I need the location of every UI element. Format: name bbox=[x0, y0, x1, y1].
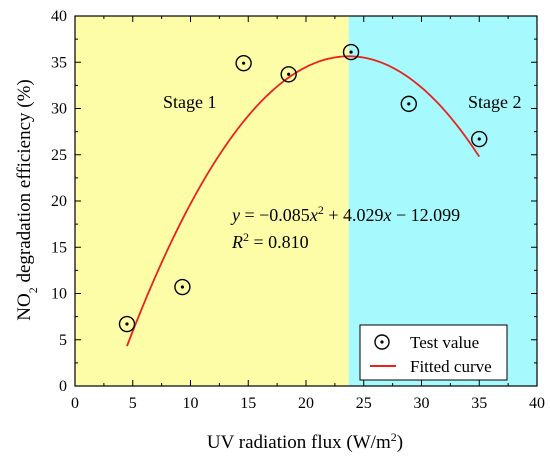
x-tick-label: 5 bbox=[129, 395, 137, 412]
fitted-curve-layer bbox=[126, 55, 481, 347]
x-tick-label: 20 bbox=[298, 395, 314, 412]
test-value-point bbox=[280, 66, 297, 83]
stage-region-1 bbox=[75, 16, 349, 386]
y-tick-label: 30 bbox=[51, 101, 67, 118]
legend-marker-test-value bbox=[374, 334, 390, 350]
test-value-point bbox=[342, 43, 360, 61]
test-value-point-center bbox=[349, 50, 353, 54]
x-tick-label: 10 bbox=[183, 395, 199, 412]
fit-equation: y = −0.085x2 + 4.029x − 12.099 bbox=[230, 203, 460, 225]
y-axis-title: NO2 degradation efficiency (%) bbox=[14, 79, 40, 320]
r-squared: R2 = 0.810 bbox=[231, 230, 309, 252]
x-tick-label: 25 bbox=[356, 395, 372, 412]
y-tick-label: 20 bbox=[51, 193, 67, 210]
y-tick-label: 10 bbox=[51, 286, 67, 303]
test-value-points bbox=[118, 43, 488, 333]
y-tick-label: 25 bbox=[51, 147, 67, 164]
legend-label-test-value: Test value bbox=[410, 333, 479, 352]
stage-region-2 bbox=[348, 16, 537, 386]
legend-box bbox=[359, 324, 508, 381]
legend-label-fitted-curve: Fitted curve bbox=[410, 357, 492, 376]
test-value-point-center bbox=[242, 61, 246, 65]
test-value-point-center bbox=[180, 285, 185, 289]
x-tick-label: 15 bbox=[240, 395, 256, 412]
stage-1-label: Stage 1 bbox=[163, 92, 217, 112]
y-tick-label: 15 bbox=[51, 239, 67, 256]
legend-marker-dot bbox=[380, 340, 384, 344]
test-value-point bbox=[471, 130, 488, 148]
fitted-curve-line bbox=[126, 55, 481, 347]
test-value-point-center bbox=[125, 322, 129, 326]
y-tick-label: 40 bbox=[51, 8, 67, 25]
stage-regions bbox=[75, 16, 537, 386]
x-tick-label: 40 bbox=[529, 395, 545, 412]
stage-2-label: Stage 2 bbox=[468, 92, 522, 112]
tick-labels: 0 5 10 15 20 25 30 35 40 0 5 10 15 20 25 30 35 40 bbox=[51, 8, 545, 412]
y-tick-label: 0 bbox=[59, 378, 67, 395]
plot-frame bbox=[74, 15, 538, 387]
legend: Test value Fitted curve bbox=[359, 324, 508, 381]
test-value-point bbox=[118, 315, 136, 333]
test-value-point-center bbox=[477, 137, 481, 141]
x-tick-label: 30 bbox=[414, 395, 430, 412]
test-value-point-center bbox=[287, 72, 291, 76]
y-tick-label: 35 bbox=[51, 54, 67, 71]
test-value-point bbox=[235, 54, 252, 72]
x-tick-label: 35 bbox=[471, 395, 487, 412]
x-tick-label: 0 bbox=[71, 395, 79, 412]
y-tick-label: 5 bbox=[59, 332, 67, 349]
test-value-point bbox=[400, 95, 417, 113]
test-value-point bbox=[174, 278, 191, 296]
x-axis-title: UV radiation flux (W/m2) bbox=[207, 430, 403, 453]
test-value-point-center bbox=[407, 102, 411, 106]
